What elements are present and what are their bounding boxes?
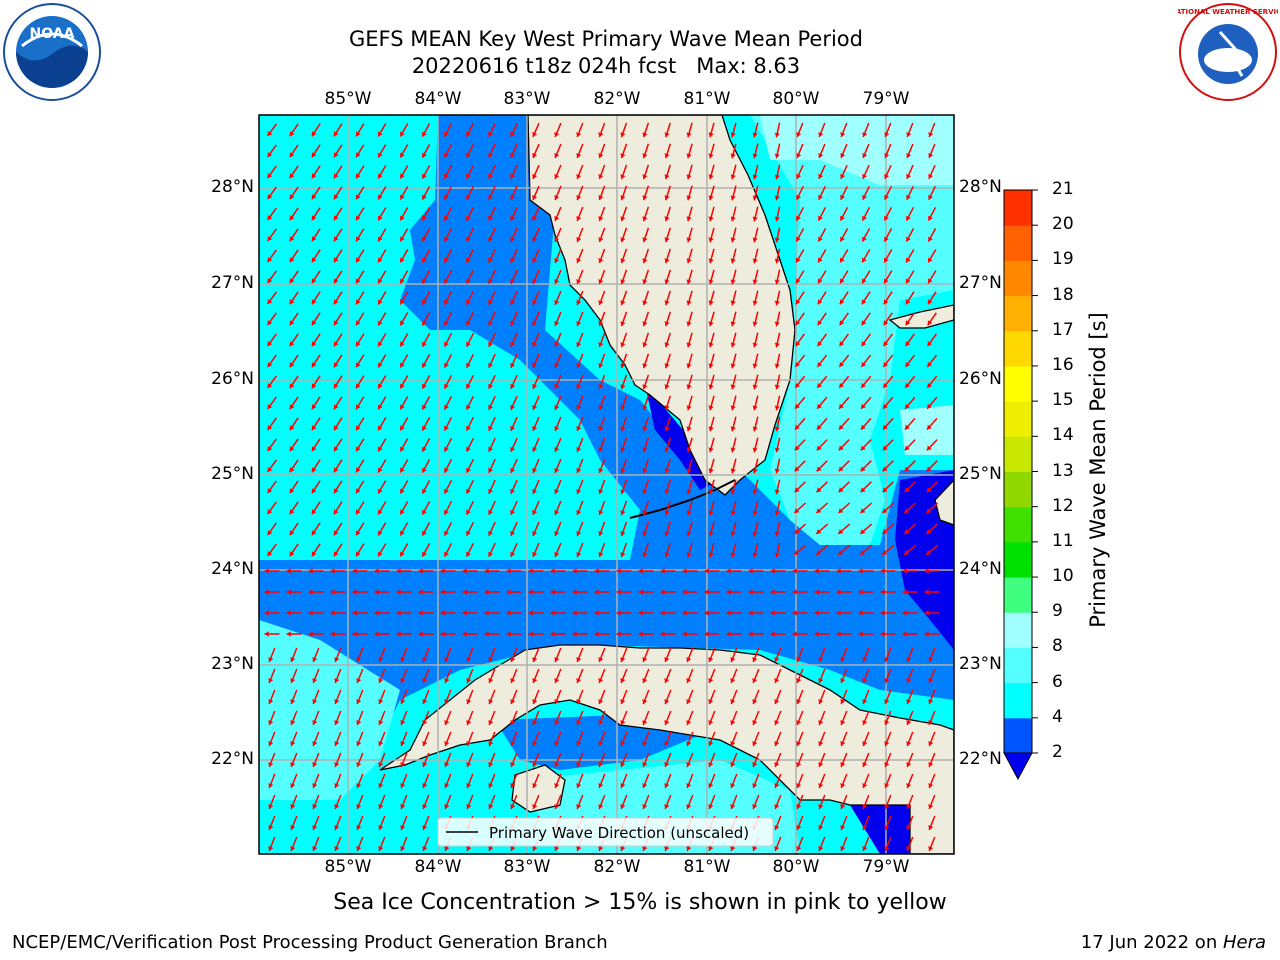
colorbar-tick-label: 14 [1052, 425, 1074, 446]
lat-label-right: 26°N [959, 369, 1002, 389]
lat-label-left: 25°N [211, 464, 254, 484]
colorbar-segment [1004, 577, 1032, 613]
lon-label-top: 79°W [862, 89, 910, 109]
colorbar-segment [1004, 365, 1032, 402]
colorbar-tick-label: 16 [1052, 354, 1074, 375]
colorbar-segment [1004, 682, 1032, 719]
ocean-period-8-9 [760, 115, 954, 185]
lon-label-bottom: 79°W [862, 857, 910, 877]
lat-label-right: 23°N [959, 654, 1002, 674]
colorbar-tick-label: 20 [1052, 214, 1074, 235]
lat-label-left: 22°N [211, 749, 254, 769]
nws-logo-text: NATIONAL WEATHER SERVICE [1178, 8, 1278, 16]
lon-label-top: 82°W [593, 89, 641, 109]
isla-juventud-land [511, 764, 566, 813]
colorbar-segment [1004, 260, 1032, 297]
noaa-logo-text: NOAA [30, 26, 75, 42]
sea-ice-notice: Sea Ice Concentration > 15% is shown in … [333, 890, 947, 915]
chart-title-line2: 20220616 t18z 024h fcst Max: 8.63 [411, 54, 801, 78]
colorbar-segment [1004, 436, 1032, 472]
footer-credit: NCEP/EMC/Verification Post Processing Pr… [12, 932, 608, 953]
lon-label-bottom: 83°W [503, 857, 551, 877]
colorbar-label: Primary Wave Mean Period [s] [1086, 312, 1110, 628]
colorbar-tick-label: 8 [1052, 636, 1063, 657]
lat-label-left: 27°N [211, 273, 254, 293]
lon-label-bottom: 82°W [593, 857, 641, 877]
colorbar-segment [1004, 190, 1032, 226]
nws-logo: NATIONAL WEATHER SERVICE [1178, 3, 1278, 101]
lon-label-top: 85°W [324, 89, 372, 109]
footer-host: Hera [1222, 932, 1266, 953]
lat-label-right: 22°N [959, 749, 1002, 769]
colorbar-tick-label: 10 [1052, 566, 1074, 587]
florida-land [527, 115, 796, 496]
colorbar-tick-label: 19 [1052, 249, 1074, 270]
lat-label-right: 25°N [959, 464, 1002, 484]
colorbar-segment [1004, 717, 1032, 754]
map-frame [258, 114, 955, 855]
lon-label-top: 80°W [772, 89, 820, 109]
colorbar-tick-label: 15 [1052, 390, 1074, 411]
ocean-period-2-4 [259, 115, 954, 740]
colorbar-tick-label: 9 [1052, 601, 1063, 622]
lat-label-left: 26°N [211, 369, 254, 389]
bahamas-land [934, 479, 954, 526]
lat-label-left: 28°N [211, 177, 254, 197]
lat-label-right: 24°N [959, 559, 1002, 579]
colorbar-tick-label: 2 [1052, 742, 1063, 762]
colorbar-segment [1004, 471, 1032, 508]
colorbar-segment [1004, 506, 1032, 543]
colorbar-tick-label: 17 [1052, 319, 1074, 340]
colorbar-segment [1004, 295, 1032, 332]
colorbar-segment [1004, 541, 1032, 578]
wave-direction-arrows [264, 122, 940, 852]
florida-keys [629, 479, 736, 519]
map-legend: Primary Wave Direction (unscaled) [437, 817, 774, 847]
lat-label-right: 27°N [959, 273, 1002, 293]
ocean-period-8-9-b [900, 405, 954, 455]
chart-title-line1: GEFS MEAN Key West Primary Wave Mean Per… [349, 27, 863, 51]
lon-label-top: 83°W [503, 89, 551, 109]
lon-label-bottom: 84°W [414, 857, 462, 877]
ocean-period-6-8 [750, 115, 954, 545]
colorbar-tick-label: 13 [1052, 460, 1074, 481]
colorbar-segment [1004, 330, 1032, 367]
lon-label-bottom: 81°W [683, 857, 731, 877]
colorbar-tick-label: 11 [1052, 530, 1074, 551]
colorbar-segment [1004, 401, 1032, 437]
lon-label-bottom: 85°W [324, 857, 372, 877]
colorbar-segment [1004, 612, 1032, 648]
colorbar-tick-label: 12 [1052, 495, 1074, 516]
cuba-land [379, 644, 954, 854]
colorbar-tick-label: 4 [1052, 706, 1063, 727]
graticule [259, 115, 954, 854]
colorbar-tick-label: 18 [1052, 284, 1074, 305]
lon-label-top: 81°W [683, 89, 731, 109]
colorbar-tick-label: 6 [1052, 671, 1063, 692]
lat-label-left: 23°N [211, 654, 254, 674]
lat-label-right: 28°N [959, 177, 1002, 197]
footer-date-text: 17 Jun 2022 on [1080, 932, 1223, 953]
colorbar [1003, 189, 1038, 781]
lat-label-left: 24°N [211, 559, 254, 579]
lon-label-top: 84°W [414, 89, 462, 109]
lon-label-bottom: 80°W [772, 857, 820, 877]
footer-date: 17 Jun 2022 on Hera [1081, 932, 1266, 953]
colorbar-segment [1004, 225, 1032, 261]
colorbar-tick-label: 21 [1052, 179, 1074, 199]
colorbar-segment [1004, 647, 1032, 684]
noaa-logo: NOAA [3, 3, 101, 101]
legend-text: Primary Wave Direction (unscaled) [489, 824, 749, 842]
